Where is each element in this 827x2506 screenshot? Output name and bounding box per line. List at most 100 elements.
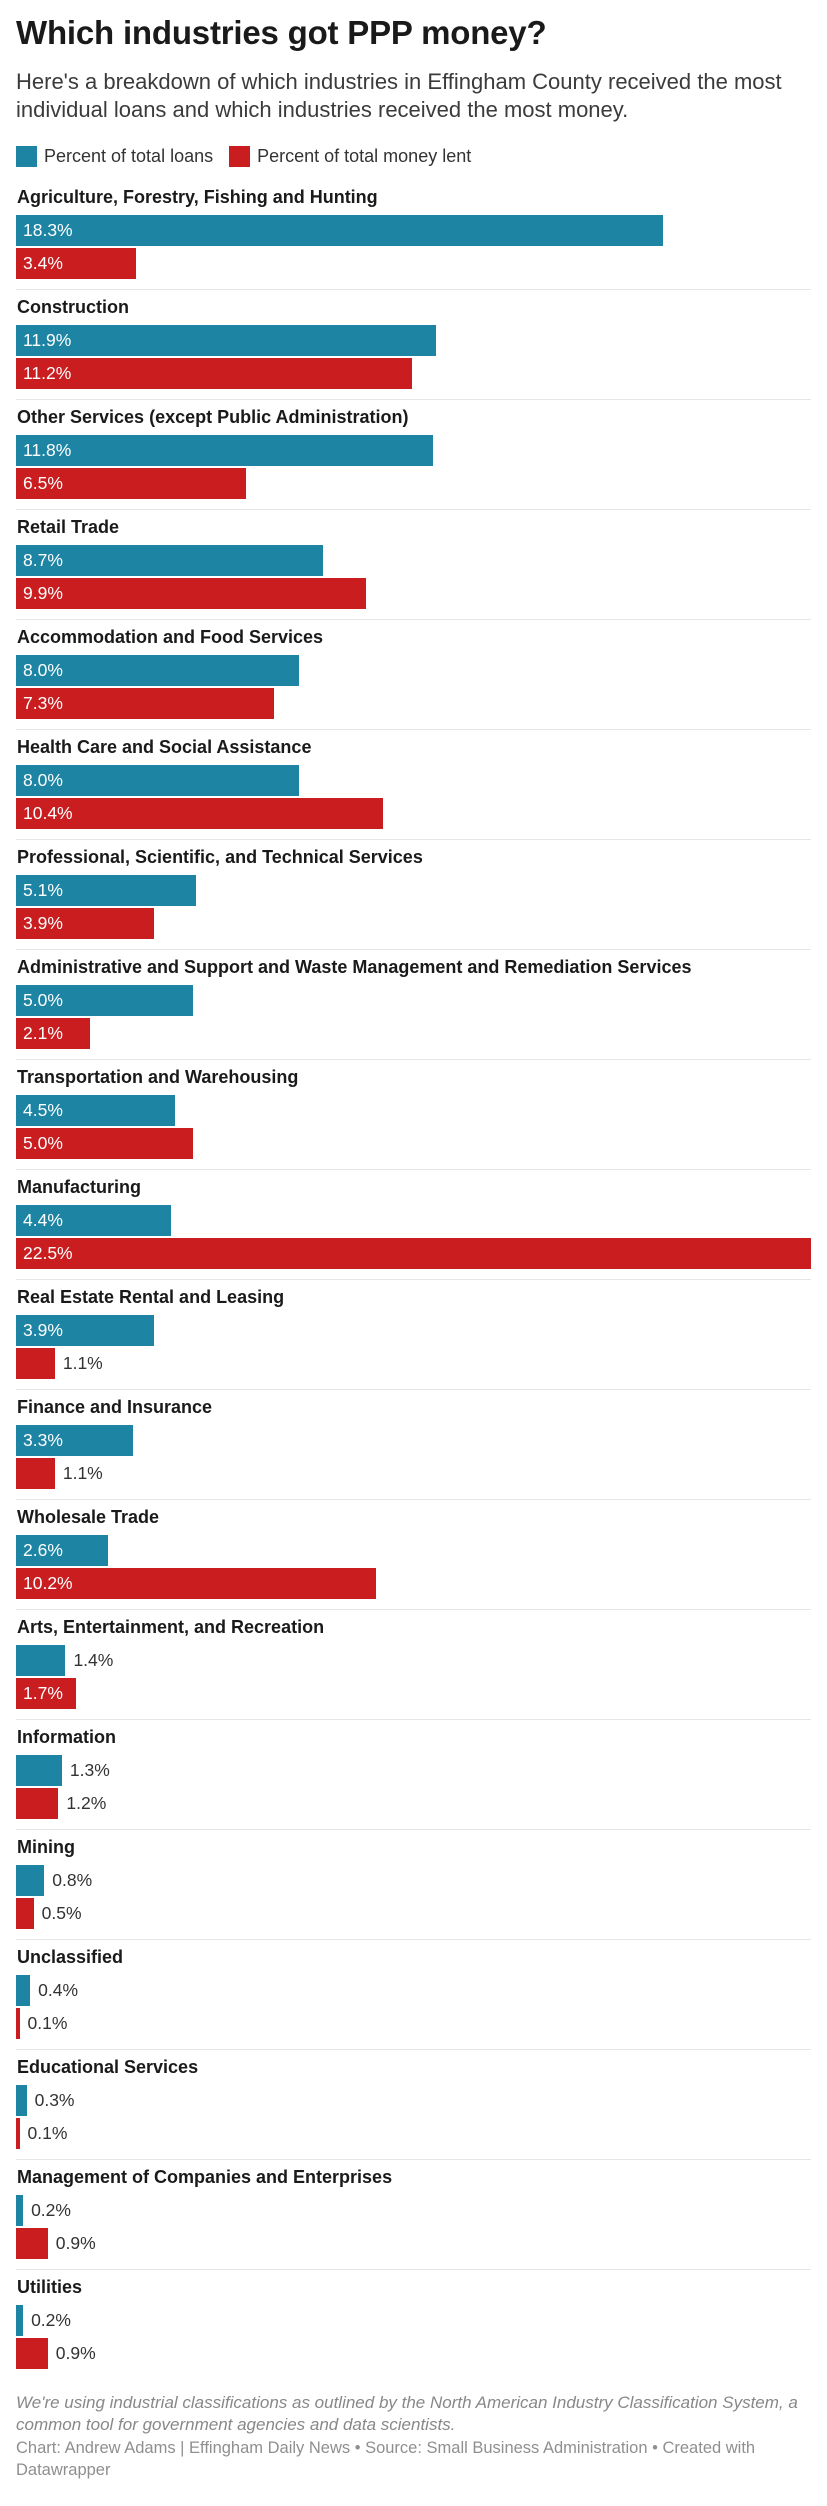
chart-title: Which industries got PPP money? bbox=[16, 14, 547, 51]
legend-item-loans: Percent of total loans bbox=[16, 145, 213, 167]
value-label-loans: 0.3% bbox=[34, 2090, 75, 2110]
bar-line-money: 7.3% bbox=[16, 688, 811, 719]
bar-line-money: 1.1% bbox=[16, 1458, 811, 1489]
category-label: Utilities bbox=[17, 2277, 83, 2297]
value-label-money: 3.4% bbox=[23, 253, 63, 273]
bar-line-money: 10.4% bbox=[16, 798, 811, 829]
bar-line-loans: 8.0% bbox=[16, 655, 811, 686]
value-label-loans: 5.1% bbox=[23, 880, 63, 900]
bar-loans bbox=[16, 2305, 24, 2336]
bar-money bbox=[16, 248, 137, 279]
value-label-loans: 4.5% bbox=[23, 1100, 63, 1120]
category-label: Retail Trade bbox=[17, 517, 120, 537]
value-label-loans: 0.8% bbox=[52, 1870, 93, 1890]
category-label: Other Services (except Public Administra… bbox=[17, 407, 409, 427]
chart-row: Other Services (except Public Administra… bbox=[16, 400, 811, 510]
bar-money bbox=[16, 578, 366, 609]
chart-row: Agriculture, Forestry, Fishing and Hunti… bbox=[16, 180, 811, 290]
chart-row: Utilities 0.2% 0.9% bbox=[16, 2270, 811, 2380]
chart-row: Wholesale Trade 2.6% 10.2% bbox=[16, 1500, 811, 1610]
bar-money bbox=[16, 1788, 59, 1819]
chart-row: Administrative and Support and Waste Man… bbox=[16, 950, 811, 1060]
value-label-money: 0.5% bbox=[41, 1903, 82, 1923]
value-label-money: 22.5% bbox=[23, 1243, 73, 1263]
value-label-loans: 0.4% bbox=[38, 1980, 79, 2000]
bar-money bbox=[16, 1898, 34, 1929]
bar-line-loans: 8.7% bbox=[16, 545, 811, 576]
legend-swatch-loans bbox=[16, 145, 37, 167]
bar-money bbox=[16, 798, 384, 829]
bar-line-money: 3.4% bbox=[16, 248, 811, 279]
legend: Percent of total loans Percent of total … bbox=[16, 143, 487, 169]
bar-money bbox=[16, 1238, 811, 1269]
bar-line-loans: 11.9% bbox=[16, 325, 811, 356]
bar-money bbox=[16, 468, 246, 499]
bar-money bbox=[16, 2228, 48, 2259]
bar-line-loans: 2.6% bbox=[16, 1535, 811, 1566]
bar-line-money: 9.9% bbox=[16, 578, 811, 609]
chart-row: Transportation and Warehousing 4.5% 5.0% bbox=[16, 1060, 811, 1170]
value-label-money: 1.2% bbox=[66, 1793, 107, 1813]
bar-money bbox=[16, 688, 274, 719]
value-label-loans: 0.2% bbox=[31, 2310, 71, 2330]
value-label-money: 7.3% bbox=[23, 693, 63, 713]
category-label: Unclassified bbox=[17, 1947, 124, 1967]
chart-row: Real Estate Rental and Leasing 3.9% 1.1% bbox=[16, 1280, 811, 1390]
bar-line-money: 5.0% bbox=[16, 1128, 811, 1159]
bar-money bbox=[16, 1568, 377, 1599]
bar-line-loans: 5.0% bbox=[16, 985, 811, 1016]
category-label: Real Estate Rental and Leasing bbox=[17, 1287, 285, 1307]
legend-label-money: Percent of total money lent bbox=[257, 145, 472, 166]
bar-loans bbox=[16, 215, 663, 246]
bar-line-money: 1.7% bbox=[16, 1678, 811, 1709]
bar-money bbox=[16, 2338, 48, 2369]
bar-line-loans: 18.3% bbox=[16, 215, 811, 246]
bar-line-loans: 0.2% bbox=[16, 2195, 811, 2226]
chart-row: Information 1.3% 1.2% bbox=[16, 1720, 811, 1830]
chart-row: Finance and Insurance 3.3% 1.1% bbox=[16, 1390, 811, 1500]
value-label-loans: 11.9% bbox=[23, 330, 72, 350]
value-label-loans: 8.7% bbox=[23, 550, 63, 570]
value-label-money: 1.7% bbox=[23, 1683, 63, 1703]
category-label: Mining bbox=[17, 1837, 75, 1857]
value-label-loans: 0.2% bbox=[31, 2200, 71, 2220]
chart-subtitle: Here's a breakdown of which industries i… bbox=[16, 69, 782, 122]
bar-line-money: 3.9% bbox=[16, 908, 811, 939]
bar-money bbox=[16, 1458, 55, 1489]
value-label-money: 0.9% bbox=[55, 2343, 96, 2363]
bar-money bbox=[16, 908, 154, 939]
chart-row: Arts, Entertainment, and Recreation 1.4% 1… bbox=[16, 1610, 811, 1720]
chart-row: Mining 0.8% 0.5% bbox=[16, 1830, 811, 1940]
bar-line-loans: 1.4% bbox=[16, 1645, 811, 1676]
bar-loans bbox=[16, 1095, 175, 1126]
category-label: Health Care and Social Assistance bbox=[17, 737, 312, 757]
category-label: Wholesale Trade bbox=[17, 1507, 160, 1527]
bar-line-money: 0.9% bbox=[16, 2338, 811, 2369]
value-label-loans: 1.3% bbox=[69, 1760, 110, 1780]
bar-loans bbox=[16, 1315, 154, 1346]
category-label: Transportation and Warehousing bbox=[17, 1067, 299, 1087]
category-label: Management of Companies and Enterprises bbox=[17, 2167, 393, 2187]
value-label-money: 1.1% bbox=[62, 1353, 103, 1373]
chart-row: Manufacturing 4.4% 22.5% bbox=[16, 1170, 811, 1280]
category-label: Construction bbox=[17, 297, 129, 317]
bar-line-loans: 0.2% bbox=[16, 2305, 811, 2336]
legend-swatch-money bbox=[229, 145, 251, 167]
value-label-money: 2.1% bbox=[23, 1023, 63, 1043]
chart-row: Professional, Scientific, and Technical … bbox=[16, 840, 811, 950]
bar-loans bbox=[16, 1755, 62, 1786]
bar-money bbox=[16, 1018, 91, 1049]
bar-loans bbox=[16, 2195, 24, 2226]
category-label: Arts, Entertainment, and Recreation bbox=[17, 1617, 325, 1637]
value-label-money: 6.5% bbox=[23, 473, 63, 493]
bar-line-loans: 3.9% bbox=[16, 1315, 811, 1346]
value-label-money: 11.2% bbox=[23, 363, 72, 383]
bar-loans bbox=[16, 325, 437, 356]
value-label-loans: 8.0% bbox=[23, 660, 63, 680]
bar-loans bbox=[16, 1645, 66, 1676]
bar-line-money: 0.1% bbox=[16, 2118, 811, 2149]
bar-line-loans: 5.1% bbox=[16, 875, 811, 906]
footer-credit: Chart: Andrew Adams | Effingham Daily Ne… bbox=[16, 2439, 756, 2479]
category-label: Administrative and Support and Waste Man… bbox=[17, 957, 692, 977]
value-label-money: 0.1% bbox=[27, 2013, 68, 2033]
